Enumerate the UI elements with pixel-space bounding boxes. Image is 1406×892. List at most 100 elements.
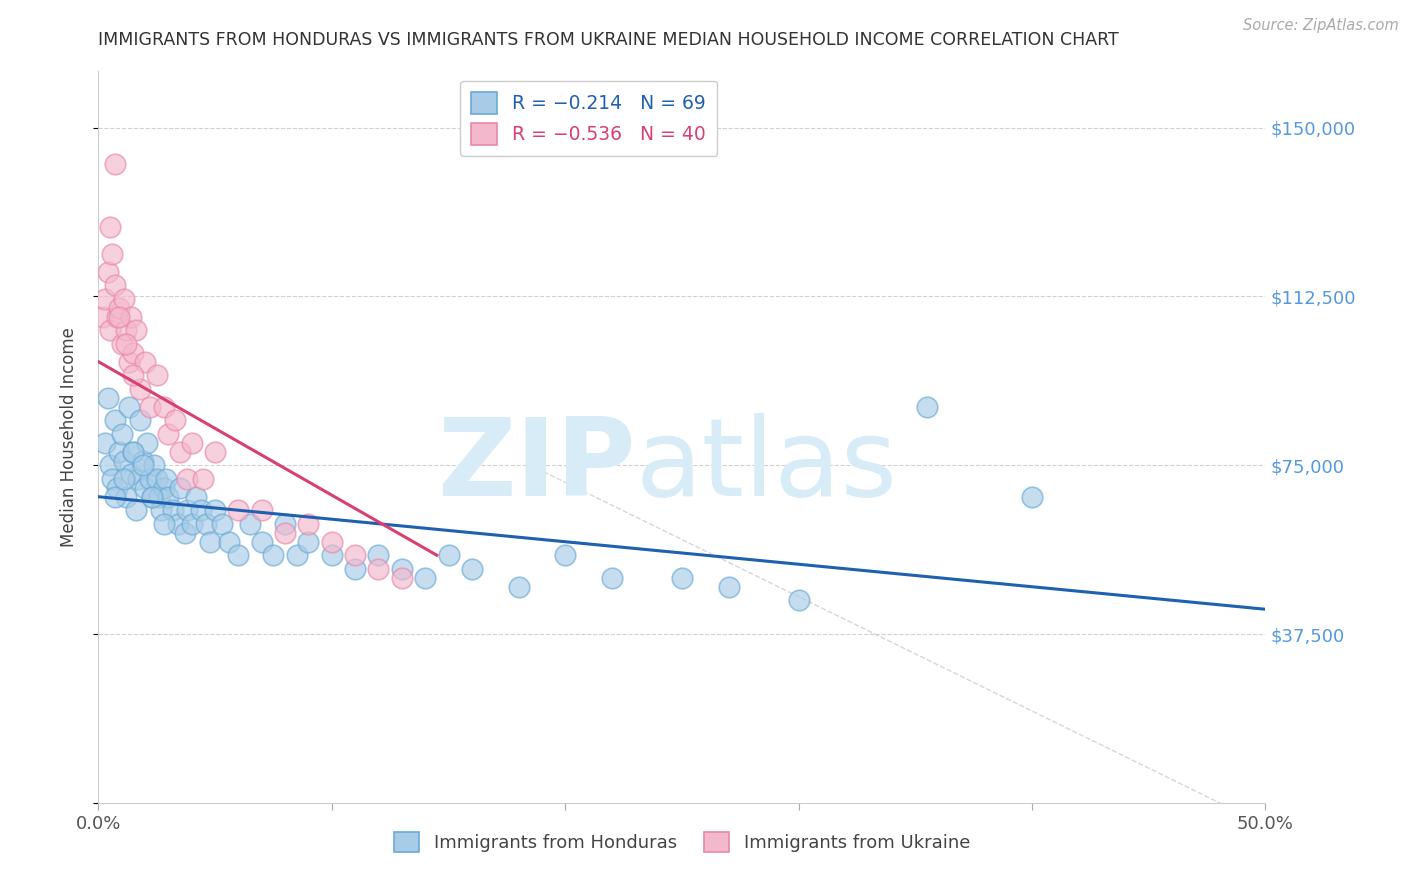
Point	[173, 525, 195, 540]
Point	[101, 472, 124, 486]
Point	[176, 503, 198, 517]
Point	[122, 444, 145, 458]
Point	[671, 571, 693, 585]
Point	[367, 548, 389, 562]
Point	[104, 278, 127, 293]
Point	[148, 490, 170, 504]
Point	[321, 534, 343, 549]
Point	[367, 562, 389, 576]
Text: IMMIGRANTS FROM HONDURAS VS IMMIGRANTS FROM UKRAINE MEDIAN HOUSEHOLD INCOME CORR: IMMIGRANTS FROM HONDURAS VS IMMIGRANTS F…	[98, 31, 1119, 49]
Point	[104, 413, 127, 427]
Point	[157, 490, 180, 504]
Point	[190, 503, 212, 517]
Point	[297, 516, 319, 531]
Point	[111, 426, 134, 441]
Point	[101, 246, 124, 260]
Text: ZIP: ZIP	[437, 413, 636, 519]
Point	[176, 472, 198, 486]
Point	[250, 534, 273, 549]
Point	[344, 548, 367, 562]
Point	[211, 516, 233, 531]
Point	[787, 593, 810, 607]
Point	[321, 548, 343, 562]
Point	[125, 503, 148, 517]
Point	[193, 472, 215, 486]
Y-axis label: Median Household Income: Median Household Income	[59, 327, 77, 547]
Point	[146, 472, 169, 486]
Point	[228, 503, 250, 517]
Point	[180, 516, 202, 531]
Point	[437, 548, 460, 562]
Point	[120, 310, 142, 324]
Point	[239, 516, 262, 531]
Point	[112, 453, 135, 467]
Point	[297, 534, 319, 549]
Point	[118, 354, 141, 368]
Point	[132, 458, 155, 473]
Point	[108, 310, 131, 324]
Point	[134, 354, 156, 368]
Point	[91, 310, 114, 324]
Point	[104, 156, 127, 170]
Point	[262, 548, 284, 562]
Point	[94, 292, 117, 306]
Point	[141, 490, 163, 504]
Point	[413, 571, 436, 585]
Point	[115, 490, 138, 504]
Point	[122, 444, 145, 458]
Point	[112, 292, 135, 306]
Point	[143, 458, 166, 473]
Point	[125, 323, 148, 337]
Point	[915, 400, 938, 414]
Point	[200, 534, 222, 549]
Point	[112, 472, 135, 486]
Point	[139, 400, 162, 414]
Point	[115, 323, 138, 337]
Point	[391, 571, 413, 585]
Point	[169, 444, 191, 458]
Point	[194, 516, 217, 531]
Point	[122, 368, 145, 383]
Point	[274, 525, 297, 540]
Point	[180, 435, 202, 450]
Point	[554, 548, 576, 562]
Point	[134, 481, 156, 495]
Point	[461, 562, 484, 576]
Text: atlas: atlas	[636, 413, 897, 519]
Point	[129, 382, 152, 396]
Point	[136, 435, 159, 450]
Point	[152, 516, 174, 531]
Point	[508, 580, 530, 594]
Point	[97, 391, 120, 405]
Point	[165, 413, 187, 427]
Point	[146, 368, 169, 383]
Point	[152, 400, 174, 414]
Point	[250, 503, 273, 517]
Point	[152, 481, 174, 495]
Point	[118, 400, 141, 414]
Point	[285, 548, 308, 562]
Point	[166, 516, 188, 531]
Point	[94, 435, 117, 450]
Point	[717, 580, 740, 594]
Point	[108, 444, 131, 458]
Point	[274, 516, 297, 531]
Point	[132, 453, 155, 467]
Point	[186, 490, 208, 504]
Point	[105, 481, 128, 495]
Point	[122, 345, 145, 359]
Point	[218, 534, 240, 549]
Point	[1021, 490, 1043, 504]
Point	[344, 562, 367, 576]
Point	[98, 323, 121, 337]
Point	[169, 481, 191, 495]
Point	[120, 467, 142, 482]
Point	[162, 503, 184, 517]
Point	[111, 336, 134, 351]
Point	[391, 562, 413, 576]
Point	[105, 310, 128, 324]
Point	[228, 548, 250, 562]
Legend: Immigrants from Honduras, Immigrants from Ukraine: Immigrants from Honduras, Immigrants fro…	[387, 824, 977, 860]
Point	[104, 490, 127, 504]
Point	[204, 444, 226, 458]
